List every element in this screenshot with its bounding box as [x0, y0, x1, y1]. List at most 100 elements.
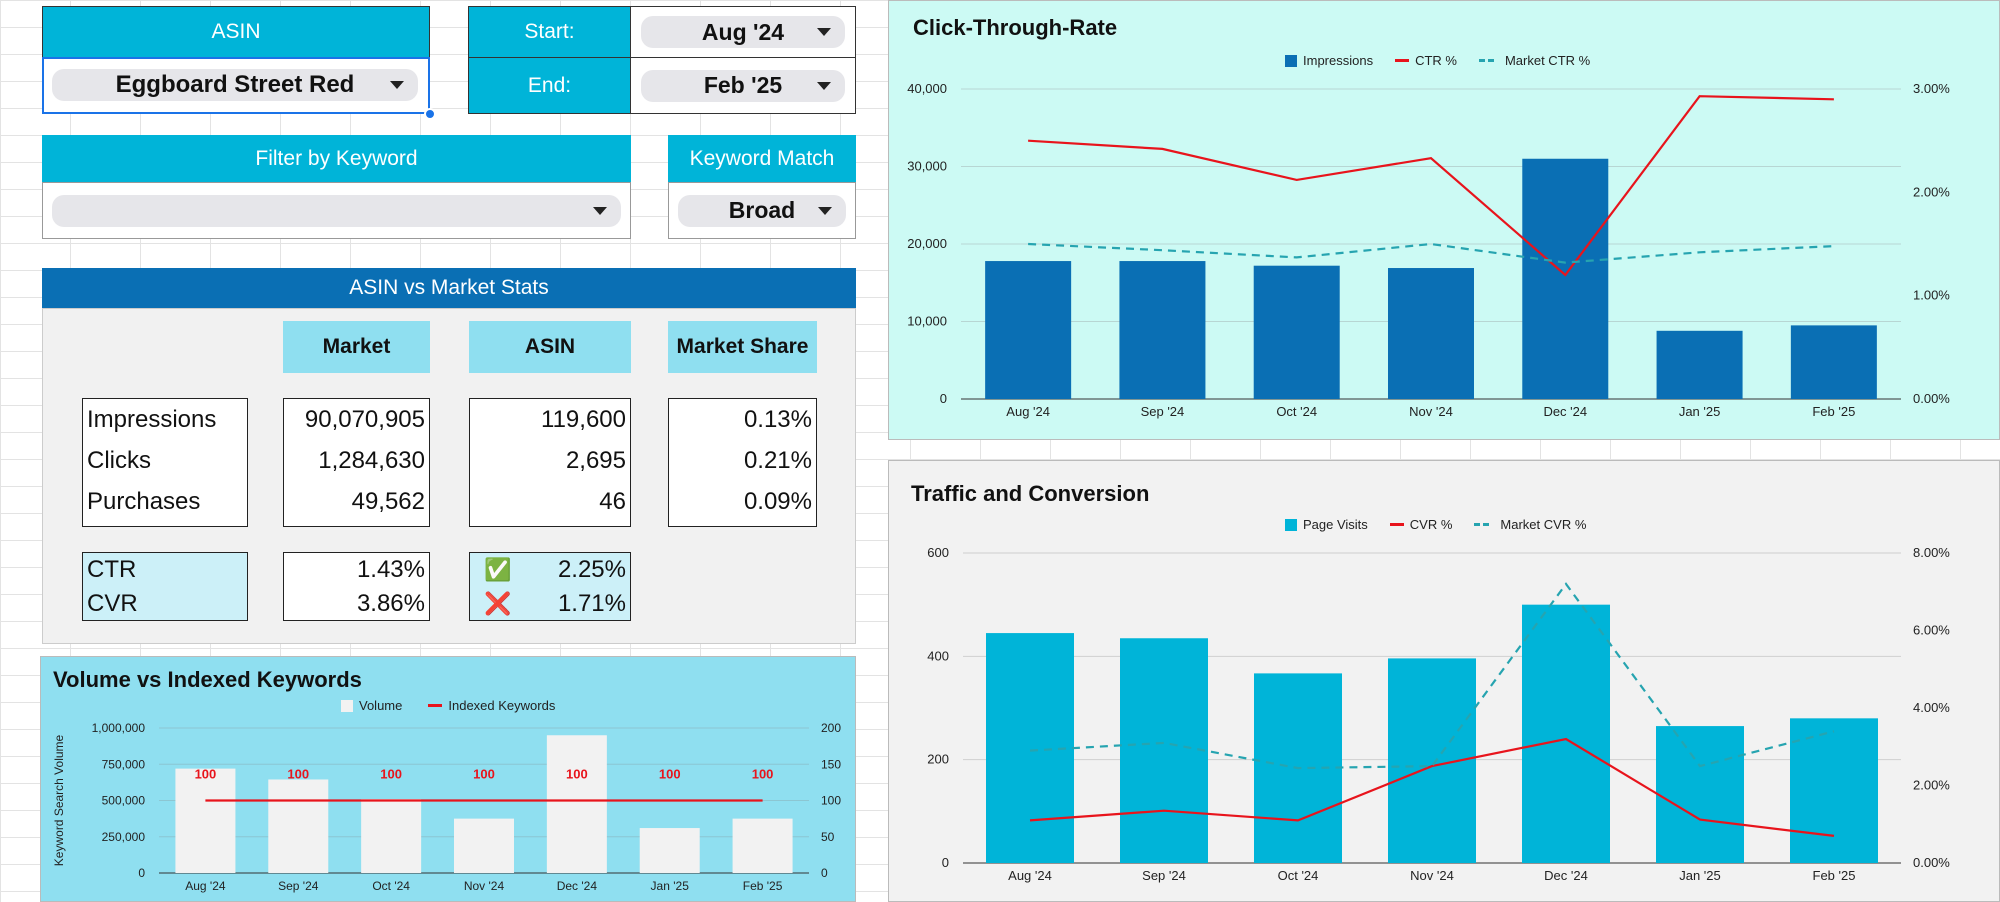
selection-handle[interactable] [424, 108, 436, 120]
legend-label-volume: Volume [359, 698, 403, 713]
legend-swatch-ctr [1395, 59, 1410, 62]
stat-share-value: 0.09% [743, 487, 812, 515]
stat-market-value: 1,284,630 [318, 446, 425, 474]
bar [985, 261, 1072, 399]
bar [1790, 325, 1877, 399]
x-tick-label: Oct '24 [1276, 404, 1317, 419]
ctr-chart-panel[interactable]: Click-Through-Rate Impressions CTR % Mar… [888, 0, 2000, 440]
stat-share-value: 0.21% [743, 446, 812, 474]
traffic-chart-title: Traffic and Conversion [911, 481, 1150, 506]
data-label: 100 [287, 767, 309, 782]
rate-label: CVR [87, 590, 138, 617]
legend-label-market-cvr: Market CVR % [1500, 517, 1587, 532]
asin-label: ASIN [211, 20, 261, 43]
col-asin-label: ASIN [524, 335, 576, 358]
asin-dropdown-value: Eggboard Street Red [115, 71, 355, 98]
y-tick-right: 0.00% [1913, 391, 1950, 406]
y-tick-left: 30,000 [907, 159, 947, 174]
y-tick-right: 50 [821, 830, 835, 844]
bar [1656, 330, 1743, 399]
match-label: Keyword Match [689, 146, 835, 170]
bar [1253, 265, 1340, 399]
volume-legend: Volume Indexed Keywords [341, 698, 555, 713]
x-tick-label: Sep '24 [1141, 404, 1185, 419]
y-tick-left: 0 [138, 866, 145, 880]
data-label: 100 [195, 767, 217, 782]
y-tick-left: 500,000 [102, 794, 146, 808]
col-market-header: Market [283, 321, 430, 373]
ctr-legend: Impressions CTR % Market CTR % [1285, 53, 1590, 68]
volume-chart-title: Volume vs Indexed Keywords [53, 667, 362, 692]
start-dropdown[interactable]: Aug '24 [641, 16, 845, 48]
rates-asin-box: ✅ 2.25% ❌ 1.71% [469, 552, 631, 621]
end-dropdown-value: Feb '25 [703, 72, 783, 98]
series-line [1028, 95, 1834, 277]
cross-icon: ❌ [484, 591, 512, 616]
bar [268, 779, 329, 873]
asin-cell[interactable]: Eggboard Street Red [42, 57, 436, 120]
data-label: 100 [380, 767, 402, 782]
y-tick-right: 2.00% [1913, 184, 1950, 199]
asin-dropdown[interactable]: Eggboard Street Red [52, 69, 418, 101]
traffic-chart-svg: 0 200 400 600 0.00% 2.00% 4.00% 6.00% 8.00% Aug '… [927, 545, 1950, 883]
bar [1120, 638, 1208, 863]
bar [1522, 604, 1610, 863]
stat-row-label: Impressions [87, 405, 217, 433]
y-tick-right: 0.00% [1913, 855, 1950, 870]
col-market-label: Market [322, 335, 391, 358]
legend-label-page-visits: Page Visits [1303, 517, 1368, 532]
start-header: Start: [468, 6, 631, 58]
data-label: 100 [473, 767, 495, 782]
y-tick-right: 6.00% [1913, 623, 1950, 638]
start-label: Start: [524, 20, 575, 43]
volume-chart-panel[interactable]: Volume vs Indexed Keywords Volume Indexe… [40, 656, 856, 902]
y-tick-right: 3.00% [1913, 81, 1950, 96]
y-tick-left: 0 [942, 855, 949, 870]
filter-cell[interactable] [42, 182, 631, 239]
bar [454, 818, 514, 873]
x-tick-label: Nov '24 [1409, 404, 1453, 419]
x-tick-label: Jan '25 [1679, 868, 1721, 883]
x-tick-label: Sep '24 [1142, 868, 1186, 883]
end-cell[interactable]: Feb '25 [630, 57, 856, 114]
traffic-chart-panel[interactable]: Traffic and Conversion Page Visits CVR %… [888, 460, 2000, 902]
stat-asin-value: 46 [599, 487, 626, 515]
x-tick-label: Sep '24 [278, 879, 319, 893]
bar [1119, 261, 1206, 399]
x-tick-label: Feb '25 [1813, 868, 1856, 883]
y-tick-left: 1,000,000 [92, 721, 146, 735]
x-tick-label: Oct '24 [1278, 868, 1319, 883]
chevron-down-icon [818, 206, 832, 215]
check-icon: ✅ [484, 557, 512, 582]
chevron-down-icon [817, 81, 831, 90]
x-tick-label: Oct '24 [372, 879, 410, 893]
data-label: 100 [659, 767, 681, 782]
legend-swatch-page-visits [1285, 518, 1297, 531]
y-tick-left: 600 [927, 545, 949, 560]
rate-asin-value: 2.25% [557, 556, 626, 583]
end-dropdown[interactable]: Feb '25 [641, 69, 845, 102]
y-axis-title: Keyword Search Volume [52, 734, 66, 866]
start-cell[interactable]: Aug '24 [630, 6, 856, 58]
legend-swatch-indexed [428, 704, 443, 707]
bar [1790, 718, 1878, 863]
match-cell[interactable]: Broad [668, 182, 856, 239]
rate-label: CTR [87, 556, 137, 583]
bar [1388, 268, 1474, 399]
legend-swatch-market-ctr [1478, 59, 1499, 62]
bar [361, 799, 422, 873]
col-share-header: Market Share [668, 321, 817, 373]
bar [546, 735, 607, 873]
x-tick-label: Aug '24 [1008, 868, 1052, 883]
end-label: End: [527, 73, 572, 97]
filter-dropdown[interactable] [52, 194, 621, 227]
x-tick-label: Nov '24 [1410, 868, 1454, 883]
counts-market-box: 90,070,905 1,284,630 49,562 [283, 398, 430, 527]
y-tick-right: 8.00% [1913, 545, 1950, 560]
match-dropdown[interactable]: Broad [678, 194, 846, 227]
legend-swatch-cvr [1389, 523, 1404, 526]
series-line-dashed [1029, 582, 1835, 770]
x-tick-label: Dec '24 [1544, 868, 1588, 883]
legend-swatch-volume [341, 699, 353, 712]
